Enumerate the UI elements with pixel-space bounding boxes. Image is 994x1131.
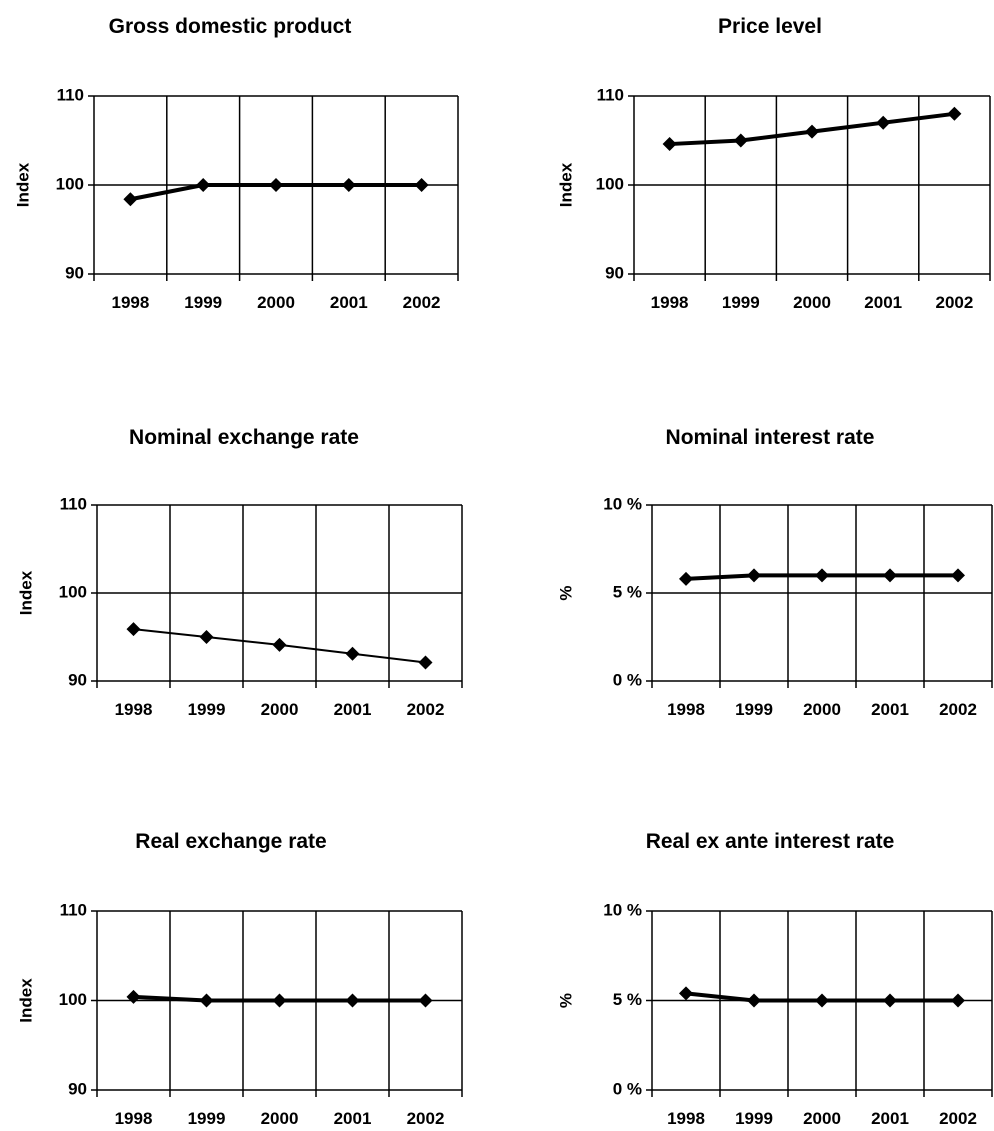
- chart-3-data-point: [418, 655, 433, 670]
- chart-3-data-point: [345, 646, 360, 661]
- chart-6-x-tick-label: 2002: [939, 1109, 977, 1128]
- chart-5-real-exchange-rate: Real exchange rate Index 90 100 110 1998 1999 2…: [16, 830, 463, 1128]
- chart-5-data-point: [345, 993, 360, 1008]
- chart-1-gross-domestic-product: Gross domestic product Index 90 100 110 1998 1…: [13, 15, 459, 312]
- chart-4-x-tick-label: 2002: [939, 700, 977, 719]
- chart-6-data-point: [883, 993, 897, 1008]
- chart-2-y-tick-label: 90: [605, 263, 624, 282]
- chart-4-y-tick-label: 10 %: [603, 494, 642, 513]
- chart-5-x-tick-label: 2002: [407, 1109, 445, 1128]
- chart-2-x-tick-label: 2002: [935, 293, 973, 312]
- chart-3-nominal-exchange-rate: Nominal exchange rate Index 90 100 110 1998 19…: [16, 426, 463, 719]
- chart-4-x-tick-label: 2001: [871, 700, 909, 719]
- chart-6-x-tick-label: 1998: [667, 1109, 705, 1128]
- chart-2-x-tick-label: 2000: [793, 293, 831, 312]
- chart-5-x-tick-label: 2000: [261, 1109, 299, 1128]
- chart-1-data-point: [196, 178, 211, 192]
- chart-3-x-tick-label: 2001: [334, 700, 372, 719]
- chart-6-data-point: [679, 986, 693, 1001]
- chart-4-title: Nominal interest rate: [666, 426, 875, 449]
- chart-6-title: Real ex ante interest rate: [646, 830, 895, 853]
- chart-6-x-tick-label: 1999: [735, 1109, 773, 1128]
- chart-1-x-tick-label: 1999: [184, 293, 222, 312]
- chart-1-x-tick-label: 2002: [403, 293, 441, 312]
- chart-6-y-tick-label: 5 %: [613, 990, 642, 1009]
- chart-1-x-tick-label: 1998: [111, 293, 149, 312]
- chart-4-data-point: [951, 568, 965, 583]
- chart-2-data-point: [662, 137, 677, 152]
- chart-1-x-tick-label: 2000: [257, 293, 295, 312]
- chart-1-data-point: [123, 192, 138, 207]
- chart-1-y-tick-label: 90: [65, 263, 84, 282]
- chart-2-title: Price level: [718, 15, 822, 38]
- chart-5-data-point: [199, 993, 214, 1008]
- chart-5-x-tick-label: 1999: [188, 1109, 226, 1128]
- chart-3-data-point: [126, 622, 141, 637]
- chart-6-data-point: [815, 993, 829, 1008]
- chart-2-data-point: [947, 106, 962, 121]
- chart-2-x-tick-label: 2001: [864, 293, 902, 312]
- chart-5-x-tick-label: 1998: [115, 1109, 153, 1128]
- chart-1-title: Gross domestic product: [109, 15, 352, 38]
- chart-3-y-axis-label: Index: [16, 570, 35, 615]
- chart-5-data-point: [126, 989, 141, 1004]
- chart-1-data-point: [341, 178, 356, 192]
- chart-4-data-point: [883, 568, 897, 583]
- chart-6-real-ex-ante-interest-rate: Real ex ante interest rate% 0 % 5 % 10 % 199…: [556, 830, 993, 1128]
- chart-6-y-tick-label: 0 %: [613, 1079, 642, 1098]
- chart-4-data-point: [815, 568, 829, 583]
- chart-3-title: Nominal exchange rate: [129, 426, 359, 449]
- chart-3-x-tick-label: 1999: [188, 700, 226, 719]
- chart-5-data-point: [418, 993, 433, 1008]
- chart-3-y-tick-label: 90: [68, 670, 87, 689]
- chart-6-y-axis-label: %: [556, 993, 575, 1008]
- chart-1-data-point: [414, 178, 429, 192]
- chart-4-data-point: [747, 568, 761, 583]
- chart-6-data-point: [951, 993, 965, 1008]
- chart-1-x-tick-label: 2001: [330, 293, 368, 312]
- chart-4-y-tick-label: 5 %: [613, 582, 642, 601]
- chart-5-x-tick-label: 2001: [334, 1109, 372, 1128]
- chart-3-x-tick-label: 2000: [261, 700, 299, 719]
- chart-2-x-tick-label: 1999: [722, 293, 760, 312]
- chart-2-y-axis-label: Index: [556, 162, 575, 207]
- chart-6-data-point: [747, 993, 761, 1008]
- chart-2-y-tick-label: 100: [596, 174, 624, 193]
- chart-6-x-tick-label: 2000: [803, 1109, 841, 1128]
- chart-5-y-tick-label: 90: [68, 1079, 87, 1098]
- chart-2-price-level: Price level Index 90 100 110 1998 1999 2000 2001…: [556, 15, 991, 312]
- chart-5-y-axis-label: Index: [16, 978, 35, 1023]
- chart-4-x-tick-label: 2000: [803, 700, 841, 719]
- chart-3-y-tick-label: 100: [59, 582, 87, 601]
- chart-4-nominal-interest-rate: Nominal interest rate% 0 % 5 % 10 % 1998 1999…: [556, 426, 993, 719]
- chart-1-y-axis-label: Index: [13, 162, 32, 207]
- chart-4-y-tick-label: 0 %: [613, 670, 642, 689]
- chart-1-y-tick-label: 100: [56, 174, 84, 193]
- chart-6-y-tick-label: 10 %: [603, 900, 642, 919]
- chart-4-x-tick-label: 1999: [735, 700, 773, 719]
- chart-6-x-tick-label: 2001: [871, 1109, 909, 1128]
- chart-2-x-tick-label: 1998: [651, 293, 689, 312]
- chart-3-x-tick-label: 1998: [115, 700, 153, 719]
- chart-1-data-point: [269, 178, 283, 192]
- chart-5-y-tick-label: 110: [60, 900, 87, 919]
- chart-3-y-tick-label: 110: [60, 494, 87, 513]
- chart-5-title: Real exchange rate: [135, 830, 326, 853]
- chart-5-y-tick-label: 100: [59, 990, 87, 1009]
- chart-2-data-point: [805, 124, 819, 139]
- chart-2-data-point: [876, 115, 891, 130]
- chart-1-y-tick-label: 110: [57, 85, 84, 104]
- chart-4-y-axis-label: %: [556, 585, 575, 600]
- chart-3-data-point: [199, 630, 214, 644]
- chart-5-data-point: [272, 993, 287, 1008]
- chart-2-data-point: [733, 133, 748, 148]
- chart-4-data-point: [679, 571, 693, 586]
- chart-2-y-tick-label: 110: [597, 85, 624, 104]
- chart-4-x-tick-label: 1998: [667, 700, 705, 719]
- chart-3-x-tick-label: 2002: [407, 700, 445, 719]
- chart-3-data-point: [272, 637, 287, 652]
